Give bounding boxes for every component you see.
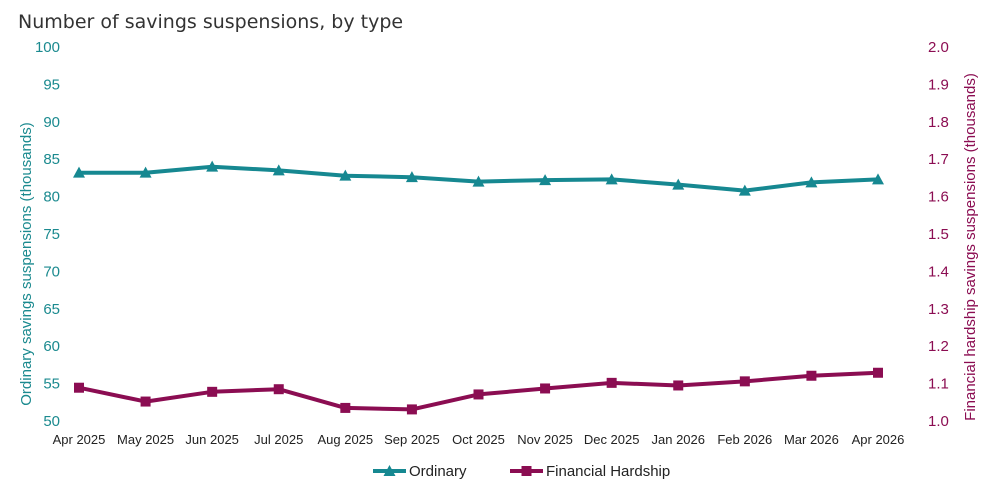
x-tick-label: May 2025 bbox=[117, 432, 174, 447]
data-point-ordinary bbox=[339, 169, 352, 181]
y-right-tick-label: 1.5 bbox=[928, 226, 949, 243]
x-tick-label: Apr 2026 bbox=[852, 432, 905, 447]
x-tick-label: Sep 2025 bbox=[384, 432, 440, 447]
x-tick-label: Dec 2025 bbox=[584, 432, 640, 447]
x-tick-label: Apr 2025 bbox=[53, 432, 106, 447]
y-right-tick-label: 1.8 bbox=[928, 114, 949, 131]
y-right-tick-label: 2.0 bbox=[928, 39, 949, 56]
legend-marker-ordinary bbox=[383, 465, 396, 476]
y-right-tick-label: 1.0 bbox=[928, 413, 949, 430]
data-point-ordinary bbox=[206, 160, 219, 172]
x-tick-label: Jun 2025 bbox=[185, 432, 239, 447]
y-right-tick-label: 1.4 bbox=[928, 263, 949, 280]
chart-title: Number of savings suspensions, by type bbox=[18, 11, 403, 33]
data-point-ordinary bbox=[872, 173, 884, 185]
data-point-financial-hardship bbox=[873, 367, 883, 378]
legend: Ordinary Financial Hardship bbox=[373, 463, 670, 480]
data-point-financial-hardship bbox=[406, 404, 417, 415]
y-left-tick-label: 90 bbox=[43, 114, 60, 131]
y-left-tick-label: 65 bbox=[43, 301, 60, 318]
y-right-tick-label: 1.9 bbox=[928, 76, 949, 93]
y-right-tick-label: 1.3 bbox=[928, 301, 949, 318]
x-tick-label: Oct 2025 bbox=[452, 432, 505, 447]
x-tick-label: Aug 2025 bbox=[317, 432, 373, 447]
x-tick-label: Jul 2025 bbox=[254, 432, 303, 447]
legend-marker-financial-hardship bbox=[521, 466, 532, 476]
x-tick-label: Mar 2026 bbox=[784, 432, 839, 447]
data-point-ordinary bbox=[539, 174, 552, 186]
data-point-ordinary bbox=[472, 175, 485, 187]
data-point-financial-hardship bbox=[540, 383, 551, 394]
y-axis-right-label: Financial hardship savings suspensions (… bbox=[962, 73, 979, 421]
y-left-tick-label: 85 bbox=[43, 151, 60, 168]
y-left-tick-label: 95 bbox=[43, 76, 60, 93]
data-point-ordinary bbox=[605, 173, 618, 185]
y-left-tick-label: 70 bbox=[43, 263, 60, 280]
y-axis-left-ticks: 50 55 60 65 70 75 80 85 90 95 100 bbox=[35, 39, 60, 430]
data-point-ordinary bbox=[805, 176, 818, 188]
data-point-ordinary bbox=[139, 166, 152, 178]
x-axis-ticks: Apr 2025 May 2025 Jun 2025 Jul 2025 Aug 2025… bbox=[53, 432, 905, 447]
data-point-financial-hardship bbox=[340, 402, 351, 413]
data-point-ordinary bbox=[672, 178, 685, 190]
y-left-tick-label: 75 bbox=[43, 226, 60, 243]
data-point-ordinary bbox=[738, 184, 751, 196]
data-point-ordinary bbox=[73, 166, 85, 178]
y-left-tick-label: 55 bbox=[43, 376, 60, 393]
y-left-tick-label: 80 bbox=[43, 189, 60, 206]
y-left-tick-label: 50 bbox=[43, 413, 60, 430]
legend-label-ordinary: Ordinary bbox=[409, 463, 467, 480]
legend-label-financial-hardship: Financial Hardship bbox=[546, 463, 670, 480]
data-point-financial-hardship bbox=[673, 380, 684, 391]
y-right-tick-label: 1.1 bbox=[928, 376, 949, 393]
y-axis-right-ticks: 1.0 1.1 1.2 1.3 1.4 1.5 1.6 1.7 1.8 1.9 2.0 bbox=[928, 39, 949, 430]
data-point-financial-hardship bbox=[140, 396, 151, 407]
data-point-financial-hardship bbox=[207, 386, 218, 397]
y-right-tick-label: 1.2 bbox=[928, 338, 949, 355]
y-axis-left-label: Ordinary savings suspensions (thousands) bbox=[18, 122, 35, 405]
y-left-tick-label: 60 bbox=[43, 338, 60, 355]
data-point-financial-hardship bbox=[606, 377, 617, 388]
y-right-tick-label: 1.7 bbox=[928, 151, 949, 168]
data-point-financial-hardship bbox=[806, 370, 817, 381]
data-point-ordinary bbox=[272, 164, 285, 176]
x-tick-label: Feb 2026 bbox=[717, 432, 772, 447]
y-left-tick-label: 100 bbox=[35, 39, 60, 56]
data-point-financial-hardship bbox=[473, 389, 484, 400]
y-right-tick-label: 1.6 bbox=[928, 189, 949, 206]
data-point-financial-hardship bbox=[273, 384, 284, 395]
x-tick-label: Nov 2025 bbox=[517, 432, 573, 447]
data-point-financial-hardship bbox=[74, 382, 84, 393]
x-tick-label: Jan 2026 bbox=[652, 432, 706, 447]
data-point-ordinary bbox=[405, 171, 418, 183]
data-point-financial-hardship bbox=[739, 376, 750, 387]
series-layer bbox=[73, 160, 884, 415]
